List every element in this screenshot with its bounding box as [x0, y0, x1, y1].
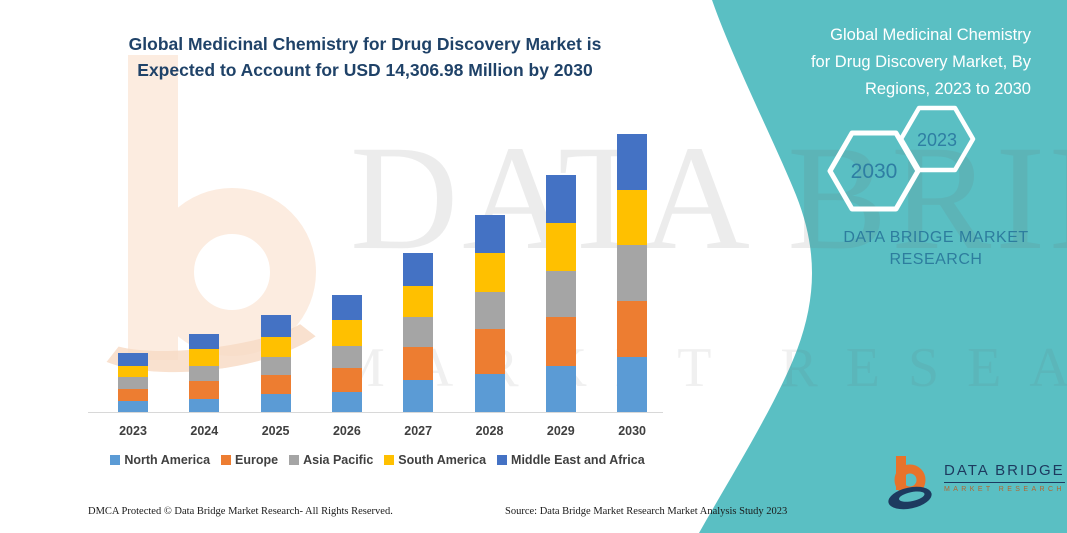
side-title-line1: Global Medicinal Chemistry	[830, 26, 1031, 44]
databridge-logo-icon	[888, 456, 932, 510]
chart-title: Global Medicinal Chemistry for Drug Disc…	[80, 31, 650, 83]
legend-swatch	[497, 455, 508, 465]
bar-segment	[260, 375, 291, 395]
hexagon-2023-outline	[898, 105, 976, 173]
bar-segment	[617, 190, 648, 245]
x-axis-label: 2025	[261, 424, 290, 438]
bar-segment	[403, 380, 434, 412]
bar-segment	[474, 292, 505, 329]
bar-segment	[617, 300, 648, 357]
bar-column-2030	[617, 134, 648, 412]
legend-swatch	[221, 455, 232, 465]
bar-segment	[617, 245, 648, 301]
side-title-line2: for Drug Discovery Market, By	[810, 53, 1031, 71]
bar-segment	[474, 374, 505, 412]
legend-label: Asia Pacific	[303, 453, 374, 467]
legend-item: Asia Pacific	[289, 453, 373, 467]
bar-column-2026	[331, 295, 362, 412]
hexagon-2023: 2023	[898, 105, 976, 173]
x-axis-line	[88, 412, 663, 413]
x-axis-label: 2030	[618, 424, 646, 438]
logo-name: DATA BRIDGE	[944, 462, 1065, 483]
bar-column-2027	[403, 253, 434, 412]
chart-title-line2: Expected to Account for USD 14,306.98 Mi…	[137, 60, 593, 80]
bar-segment	[403, 317, 434, 348]
bar-segment	[331, 320, 362, 347]
legend-item: North America	[110, 453, 210, 467]
bar-column-2029	[545, 175, 576, 412]
hexagon-2030-outline	[827, 130, 921, 212]
legend-item: Middle East and Africa	[497, 453, 645, 467]
brand-line2: RESEARCH	[889, 251, 983, 268]
dmca-notice: DMCA Protected © Data Bridge Market Rese…	[88, 506, 393, 517]
bar-segment	[331, 368, 362, 393]
hexagon-2030: 2030	[827, 130, 921, 212]
x-axis-label: 2023	[119, 424, 147, 438]
bar-segment	[118, 365, 148, 377]
chart-title-line1: Global Medicinal Chemistry for Drug Disc…	[128, 34, 602, 54]
bar-segment	[403, 286, 434, 318]
bar-segment	[617, 134, 648, 191]
bar-segment	[403, 347, 434, 381]
bar-segment	[617, 356, 648, 412]
logo-d-swoosh	[888, 486, 932, 510]
teal-panel	[699, 0, 1067, 533]
x-axis-label: 2029	[546, 424, 575, 438]
source-note: Source: Data Bridge Market Research Mark…	[505, 506, 788, 517]
x-axis-label: 2026	[332, 424, 361, 438]
logo-subtitle: MARKET RESEARCH	[944, 486, 1065, 493]
bar-segment	[260, 356, 291, 376]
x-axis-label: 2028	[475, 424, 504, 438]
legend-item: South America	[384, 453, 486, 467]
bar-segment	[545, 270, 576, 318]
brand-line1: DATA BRIDGE MARKET	[843, 229, 1029, 246]
side-title-line3: Regions, 2023 to 2030	[864, 80, 1031, 98]
bar-segment	[260, 394, 291, 412]
bar-column-2028	[474, 215, 505, 412]
bar-segment	[545, 365, 576, 412]
bar-segment	[474, 253, 505, 293]
brand-wordmark: DATA BRIDGE MARKET RESEARCH	[822, 227, 1050, 271]
legend-label: North America	[124, 453, 211, 467]
legend-swatch	[110, 455, 121, 465]
legend-item: Europe	[221, 453, 278, 467]
legend-label: South America	[398, 453, 487, 467]
bar-segment	[118, 389, 148, 402]
side-panel-title: Global Medicinal Chemistry for Drug Disc…	[780, 22, 1031, 103]
legend-swatch	[384, 455, 395, 465]
hexagon-2030-label: 2030	[851, 160, 898, 183]
bar-segment	[331, 346, 362, 369]
bar-segment	[118, 377, 148, 389]
bar-segment	[189, 399, 220, 412]
bar-segment	[189, 381, 220, 399]
logo-text-block: DATA BRIDGE MARKET RESEARCH	[944, 456, 1065, 493]
bar-segment	[331, 392, 362, 412]
x-axis-label: 2027	[404, 424, 433, 438]
databridge-logo: DATA BRIDGE MARKET RESEARCH	[884, 456, 1065, 510]
legend-label: Middle East and Africa	[511, 453, 645, 467]
chart-legend: North America Europe Asia Pacific South Ame…	[85, 453, 670, 467]
bar-segment	[118, 401, 148, 412]
bar-segment	[331, 295, 362, 321]
bar-segment	[474, 329, 505, 374]
bar-segment	[545, 175, 576, 224]
hexagon-2023-label: 2023	[917, 130, 957, 150]
bar-segment	[545, 317, 576, 366]
bar-segment	[474, 215, 505, 254]
x-axis-label: 2024	[190, 424, 219, 438]
legend-swatch	[289, 455, 300, 465]
legend-label: Europe	[235, 453, 279, 467]
bar-segment	[189, 366, 220, 382]
bar-segment	[545, 223, 576, 271]
bar-segment	[403, 253, 434, 287]
